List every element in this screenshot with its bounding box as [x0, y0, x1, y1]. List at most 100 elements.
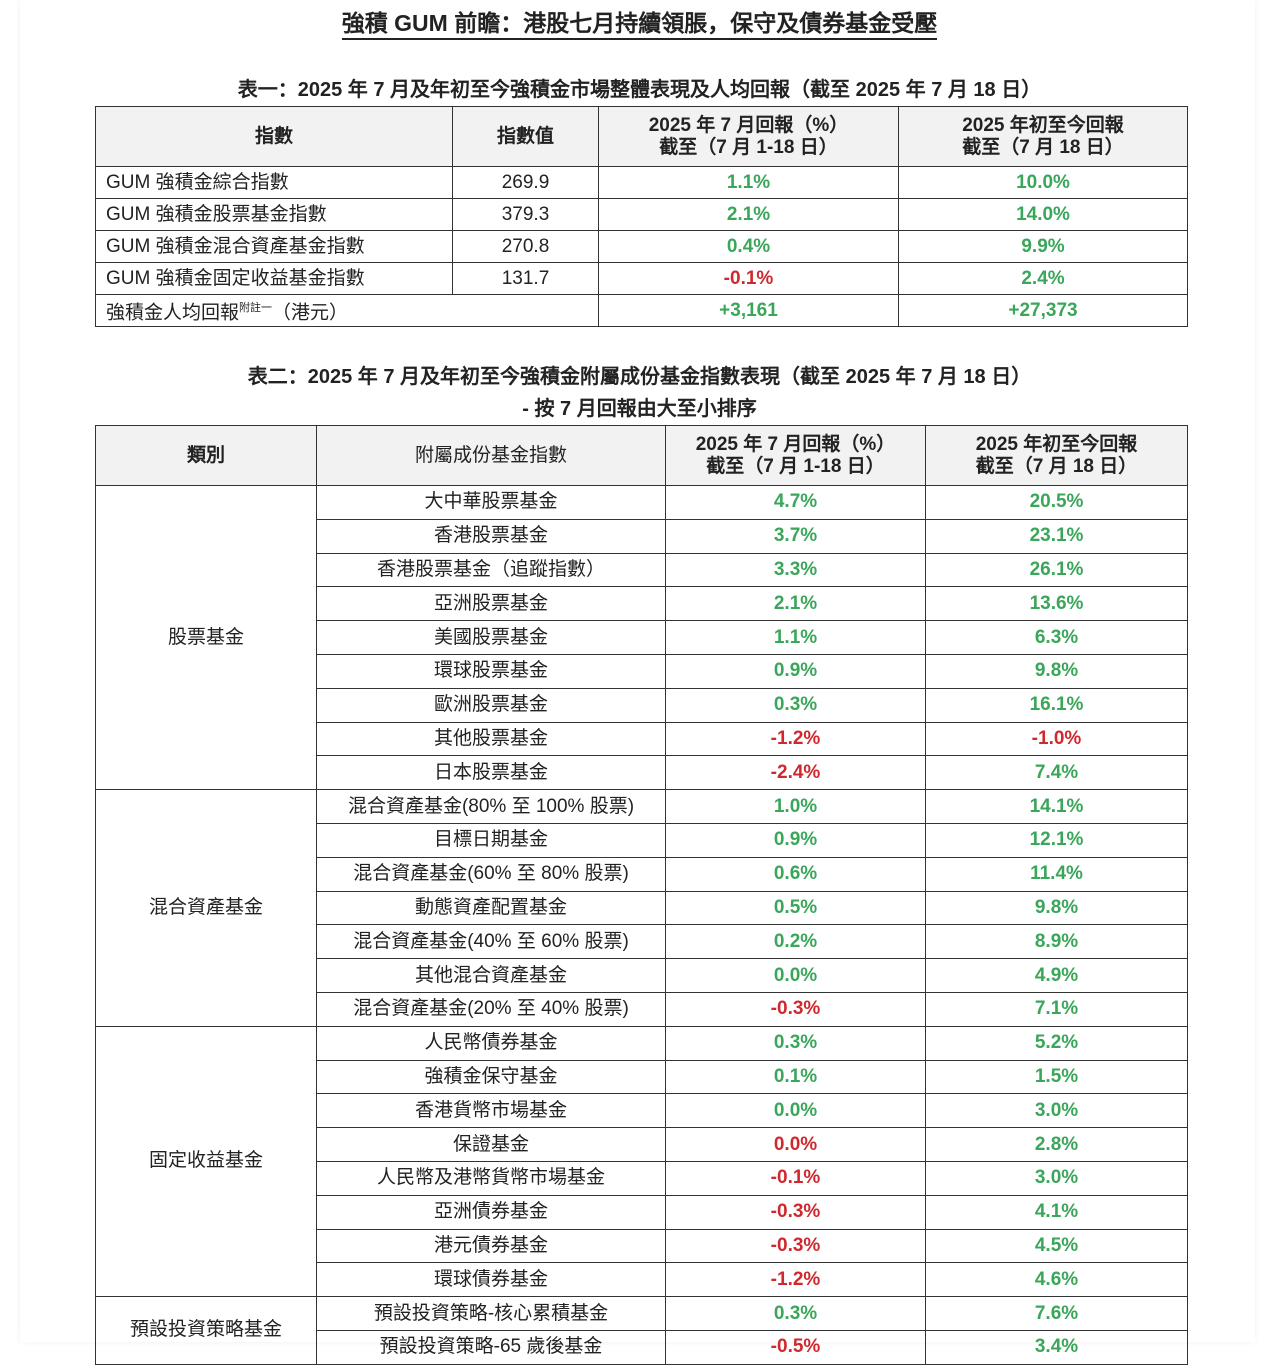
- july-return: 0.0%: [665, 958, 926, 993]
- fund-index-name: 亞洲債券基金: [316, 1194, 666, 1230]
- label-text: 強積金人均回報: [106, 302, 240, 324]
- fund-index-name: 歐洲股票基金: [316, 687, 666, 723]
- table-row: 亞洲債券基金 -0.3% 4.1%: [96, 1194, 1188, 1230]
- table-row: 混合資產基金(40% 至 60% 股票) 0.2% 8.9%: [96, 924, 1188, 960]
- july-return: -1.2%: [665, 1262, 926, 1298]
- july-return: -0.1%: [665, 1160, 926, 1196]
- table-row: GUM 強積金固定收益基金指數 131.7 -0.1% 2.4%: [95, 262, 1188, 295]
- header-july-return: 2025 年 7 月回報（%） 截至（7 月 1-18 日）: [598, 106, 899, 167]
- july-return: 0.3%: [665, 1296, 926, 1331]
- ytd-return: 12.1%: [925, 822, 1188, 858]
- fund-index-name: 大中華股票基金: [316, 485, 666, 520]
- fund-index-name: 其他混合資產基金: [316, 958, 666, 993]
- ytd-return: 7.4%: [925, 755, 1188, 791]
- header-category: 類別: [95, 425, 317, 486]
- table-row: 其他混合資產基金 0.0% 4.9%: [96, 958, 1188, 993]
- index-value: 270.8: [452, 230, 599, 263]
- july-return: -0.3%: [665, 1228, 926, 1264]
- ytd-return: 9.8%: [925, 653, 1188, 689]
- index-value: 131.7: [452, 262, 599, 295]
- ytd-return: 3.0%: [925, 1093, 1188, 1129]
- ytd-return: 3.4%: [925, 1329, 1188, 1365]
- table-row: 亞洲股票基金 2.1% 13.6%: [96, 586, 1188, 622]
- header-line: 截至（7 月 18 日）: [975, 455, 1138, 477]
- fund-category: 混合資產基金: [95, 789, 317, 1027]
- ytd-return: 9.8%: [925, 890, 1188, 926]
- july-return: 0.0%: [665, 1093, 926, 1129]
- header-line: 截至（7 月 18 日）: [962, 136, 1124, 158]
- table-row: 動態資產配置基金 0.5% 9.8%: [96, 890, 1188, 926]
- table-row: 固定收益基金 人民幣債券基金 0.3% 5.2%: [95, 1025, 1188, 1298]
- fund-index-name: 動態資產配置基金: [316, 890, 666, 926]
- table-row: 混合資產基金 混合資產基金(80% 至 100% 股票) 1.0% 14.1%: [95, 789, 1188, 1027]
- ytd-return: 26.1%: [925, 552, 1188, 588]
- ytd-return: 2.8%: [925, 1127, 1188, 1162]
- ytd-return: 6.3%: [925, 620, 1188, 655]
- fund-index-name: 香港股票基金: [316, 518, 666, 554]
- july-return: 0.2%: [665, 924, 926, 960]
- table2-subcaption: - 按 7 月回報由大至小排序: [522, 398, 757, 420]
- fund-index-name: 亞洲股票基金: [316, 586, 666, 622]
- ytd-return: 7.1%: [925, 991, 1188, 1027]
- ytd-return: 4.5%: [925, 1228, 1188, 1264]
- fund-index-name: 美國股票基金: [316, 620, 666, 655]
- header-line: 截至（7 月 1-18 日）: [659, 136, 838, 158]
- table2-caption: 表二：2025 年 7 月及年初至今強積金附屬成份基金指數表現（截至 2025 …: [247, 366, 1032, 388]
- unit-text: （港元）: [272, 302, 349, 324]
- july-per-capita: +3,161: [598, 294, 899, 327]
- footnote-ref: 附註一: [239, 301, 273, 314]
- table-row: 人民幣及港幣貨幣市場基金 -0.1% 3.0%: [96, 1160, 1188, 1196]
- july-return: 2.1%: [665, 586, 926, 622]
- ytd-return: -1.0%: [925, 721, 1188, 757]
- constituent-fund-table: 類別 附屬成份基金指數 2025 年 7 月回報（%） 截至（7 月 1-18 日…: [95, 425, 1188, 1365]
- july-return: 0.9%: [665, 822, 926, 858]
- fund-category: 預設投資策略基金: [95, 1296, 317, 1365]
- july-return: 2.1%: [598, 198, 899, 231]
- july-return: 0.3%: [665, 1025, 926, 1061]
- fund-index-name: 混合資產基金(60% 至 80% 股票): [316, 856, 666, 892]
- july-return: -1.2%: [665, 721, 926, 757]
- per-capita-label: 強積金人均回報附註一（港元）: [95, 294, 599, 327]
- title-text: 強積 GUM 前瞻：港股七月持續領脹，保守及債券基金受壓: [341, 10, 938, 40]
- header-ytd-return: 2025 年初至今回報 截至（7 月 18 日）: [925, 425, 1188, 486]
- july-return: 0.4%: [598, 230, 899, 263]
- header-july-return: 2025 年 7 月回報（%） 截至（7 月 1-18 日）: [665, 425, 926, 486]
- ytd-return: 16.1%: [925, 687, 1188, 723]
- fund-index-name: 香港股票基金（追蹤指數）: [316, 552, 666, 588]
- july-return: 0.1%: [665, 1059, 926, 1095]
- table-row: GUM 強積金綜合指數 269.9 1.1% 10.0%: [95, 166, 1188, 199]
- header-line: 2025 年 7 月回報（%）: [648, 114, 849, 136]
- table-row: 日本股票基金 -2.4% 7.4%: [96, 755, 1188, 791]
- july-return: 0.5%: [665, 890, 926, 926]
- table-row: 保證基金 0.0% 2.8%: [96, 1127, 1188, 1162]
- table1-caption: 表一：2025 年 7 月及年初至今強積金市場整體表現及人均回報（截至 2025…: [237, 79, 1042, 101]
- header-index-value: 指數值: [452, 106, 599, 167]
- fund-index-name: 混合資產基金(80% 至 100% 股票): [316, 789, 666, 824]
- market-performance-table: 指數 指數值 2025 年 7 月回報（%） 截至（7 月 1-18 日） 202…: [95, 106, 1188, 327]
- ytd-return: 1.5%: [925, 1059, 1188, 1095]
- ytd-return: 14.1%: [925, 789, 1188, 824]
- table-row: 股票基金 大中華股票基金 4.7% 20.5%: [95, 484, 1188, 791]
- index-value: 269.9: [452, 166, 599, 199]
- fund-index-name: 人民幣債券基金: [316, 1025, 666, 1061]
- july-return: 1.1%: [598, 166, 899, 199]
- index-name: GUM 強積金股票基金指數: [95, 198, 453, 231]
- header-ytd-return: 2025 年初至今回報 截至（7 月 18 日）: [898, 106, 1188, 167]
- july-return: 4.7%: [665, 485, 926, 520]
- july-return: 0.3%: [665, 687, 926, 723]
- ytd-return: 20.5%: [925, 485, 1188, 520]
- fund-index-name: 環球債券基金: [316, 1262, 666, 1298]
- july-return: 0.9%: [665, 653, 926, 689]
- fund-index-name: 保證基金: [316, 1127, 666, 1162]
- fund-index-name: 預設投資策略-核心累積基金: [316, 1296, 666, 1331]
- ytd-return: 11.4%: [925, 856, 1188, 892]
- july-return: -2.4%: [665, 755, 926, 791]
- table-row: 環球債券基金 -1.2% 4.6%: [96, 1262, 1188, 1298]
- ytd-return: 10.0%: [898, 166, 1188, 199]
- ytd-return: 3.0%: [925, 1160, 1188, 1196]
- july-return: 3.3%: [665, 552, 926, 588]
- table-row: GUM 強積金混合資產基金指數 270.8 0.4% 9.9%: [95, 230, 1188, 263]
- index-value: 379.3: [452, 198, 599, 231]
- table-row: GUM 強積金股票基金指數 379.3 2.1% 14.0%: [95, 198, 1188, 231]
- fund-index-name: 混合資產基金(40% 至 60% 股票): [316, 924, 666, 960]
